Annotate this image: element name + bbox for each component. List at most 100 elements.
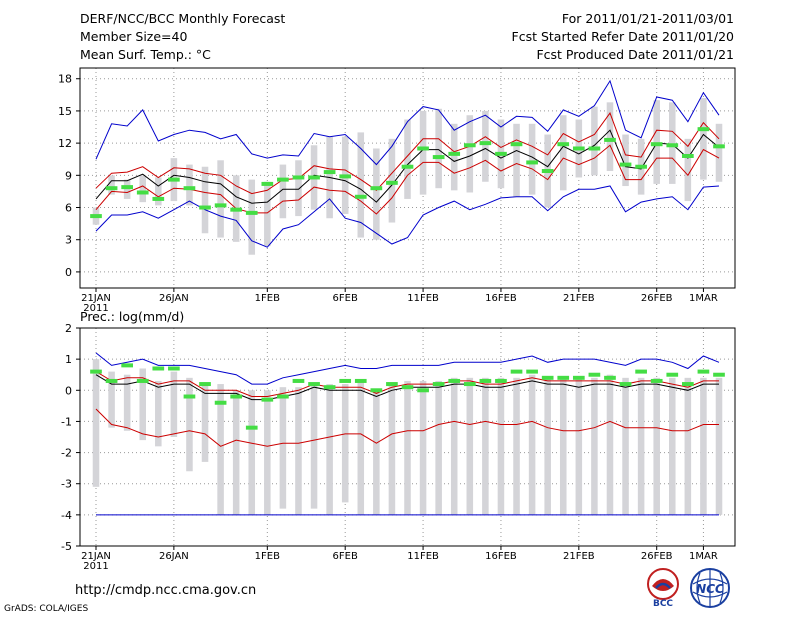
x-tick-label: 26FEB	[641, 293, 673, 304]
grads-credit: GrADS: COLA/IGES	[4, 604, 89, 614]
bcc-logo: BCC	[647, 568, 679, 608]
y-tick-label: -4	[61, 509, 72, 522]
observed-marker	[323, 170, 336, 175]
spread-box	[482, 110, 489, 182]
x-year-label: 2011	[83, 561, 108, 572]
spread-box	[201, 166, 209, 234]
observed-marker	[417, 146, 429, 151]
spread-box	[653, 100, 660, 184]
spread-box	[559, 377, 567, 515]
x-tick-label: 1MAR	[689, 293, 718, 304]
spread-box	[669, 377, 676, 515]
spread-box	[248, 390, 256, 515]
spread-box	[357, 380, 365, 515]
observed-marker	[401, 164, 414, 169]
spread-box	[108, 175, 115, 195]
spread-box	[155, 177, 162, 206]
spread-box	[357, 132, 365, 238]
forecast-period: For 2011/01/21-2011/03/01	[561, 11, 734, 26]
spread-box	[435, 380, 442, 515]
observed-marker	[666, 143, 679, 148]
ncc-logo: NCC	[690, 568, 730, 608]
observed-marker	[432, 155, 445, 160]
spread-box	[622, 377, 629, 515]
x-tick-label: 6FEB	[333, 551, 358, 562]
spread-box	[528, 123, 536, 195]
observed-marker	[168, 366, 180, 371]
observed-marker	[136, 378, 149, 383]
spread-box	[715, 123, 723, 182]
series-line-max	[95, 79, 720, 166]
spread-box	[295, 387, 302, 515]
observed-marker	[105, 378, 118, 383]
spread-box	[264, 390, 271, 515]
spread-box	[201, 384, 209, 462]
ncc-logo-text: NCC	[696, 582, 724, 596]
observed-marker	[386, 180, 398, 185]
observed-marker	[152, 196, 165, 201]
observed-marker	[105, 186, 118, 191]
y-tick-label: 2	[65, 322, 72, 335]
series-line-upper	[95, 112, 720, 195]
spread-box	[466, 377, 474, 515]
spread-box	[559, 115, 567, 191]
spread-box	[232, 390, 240, 515]
spread-box	[669, 102, 676, 184]
observed-marker	[635, 164, 647, 169]
spread-box	[544, 377, 551, 515]
x-tick-label: 26JAN	[159, 293, 189, 304]
spread-box	[419, 110, 427, 195]
observed-marker	[495, 378, 507, 383]
spread-box	[170, 371, 178, 437]
observed-marker	[417, 388, 429, 393]
variable-label: Mean Surf. Temp.: °C	[80, 47, 211, 62]
chart-title: DERF/NCC/BCC Monthly Forecast	[80, 11, 286, 26]
observed-marker	[152, 366, 165, 371]
x-tick-label: 1FEB	[255, 293, 280, 304]
spread-box	[139, 175, 146, 203]
x-tick-label: 26JAN	[159, 551, 189, 562]
spread-box	[123, 179, 131, 199]
source-url[interactable]: http://cmdp.ncc.cma.gov.cn	[75, 583, 257, 598]
spread-box	[715, 377, 723, 515]
observed-marker	[121, 185, 133, 190]
spread-box	[450, 377, 458, 515]
spread-box	[404, 380, 411, 515]
spread-box	[404, 119, 411, 199]
observed-marker	[370, 186, 383, 191]
observed-marker	[510, 142, 523, 147]
fcst-started-date: Fcst Started Refer Date 2011/01/20	[511, 29, 735, 44]
x-tick-label: 16FEB	[485, 293, 517, 304]
observed-marker	[697, 369, 710, 374]
observed-marker	[495, 151, 507, 156]
observed-marker	[245, 210, 258, 215]
observed-marker	[199, 205, 211, 210]
x-tick-label: 16FEB	[485, 551, 517, 562]
observed-marker	[214, 400, 227, 405]
y-tick-label: 1	[65, 353, 72, 366]
y-tick-label: 15	[58, 105, 72, 118]
observed-marker	[557, 142, 570, 147]
observed-marker	[697, 127, 710, 132]
observed-marker	[339, 174, 352, 179]
x-tick-label: 1MAR	[689, 551, 718, 562]
observed-marker	[308, 382, 320, 387]
y-tick-label: -2	[61, 447, 72, 460]
spread-box	[700, 98, 707, 180]
spread-box	[466, 115, 474, 193]
spread-box	[92, 359, 100, 487]
observed-marker	[604, 375, 616, 380]
spread-box	[513, 377, 520, 515]
observed-marker	[650, 378, 663, 383]
observed-marker	[526, 369, 538, 374]
spread-box	[264, 181, 271, 247]
series-line-min	[95, 408, 719, 447]
observed-marker	[713, 144, 725, 149]
member-size: Member Size=40	[80, 29, 188, 44]
y-tick-label: 0	[65, 384, 72, 397]
observed-marker	[261, 397, 274, 402]
x-tick-label: 21FEB	[563, 293, 595, 304]
observed-marker	[479, 141, 492, 146]
spread-box	[684, 377, 692, 515]
y-tick-label: 3	[65, 234, 72, 247]
